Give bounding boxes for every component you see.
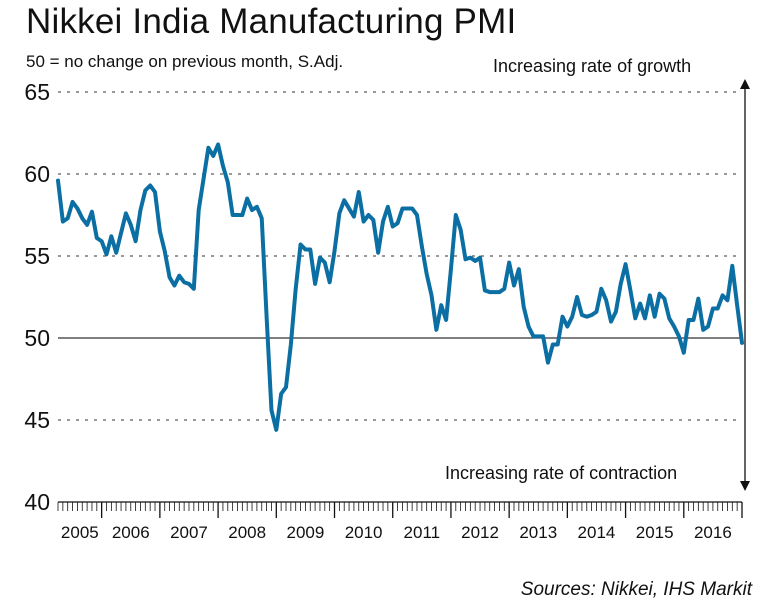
x-tick-label: 2012	[461, 523, 499, 542]
contraction-annotation: Increasing rate of contraction	[445, 463, 678, 483]
growth-annotation: Increasing rate of growth	[493, 56, 692, 76]
y-tick-label: 65	[24, 79, 50, 105]
y-tick-label: 50	[24, 325, 50, 351]
x-tick-label: 2005	[61, 523, 99, 542]
x-tick-label: 2007	[170, 523, 208, 542]
chart-subtitle: 50 = no change on previous month, S.Adj.	[26, 52, 344, 71]
source-note: Sources: Nikkei, IHS Markit	[520, 579, 752, 600]
x-tick-label: 2010	[345, 523, 383, 542]
y-tick-label: 55	[24, 243, 50, 269]
x-tick-label: 2008	[228, 523, 266, 542]
y-tick-label: 60	[24, 161, 50, 187]
pmi-series-line	[56, 142, 744, 432]
x-tick-label: 2015	[636, 523, 674, 542]
x-tick-label: 2016	[694, 523, 732, 542]
x-tick-label: 2009	[286, 523, 324, 542]
x-tick-label: 2006	[112, 523, 150, 542]
chart-title: Nikkei India Manufacturing PMI	[26, 2, 517, 41]
x-tick-label: 2014	[578, 523, 616, 542]
y-tick-label: 45	[24, 407, 50, 433]
y-tick-label: 40	[24, 489, 50, 515]
x-tick-label: 2013	[519, 523, 557, 542]
x-tick-label: 2011	[404, 523, 441, 542]
